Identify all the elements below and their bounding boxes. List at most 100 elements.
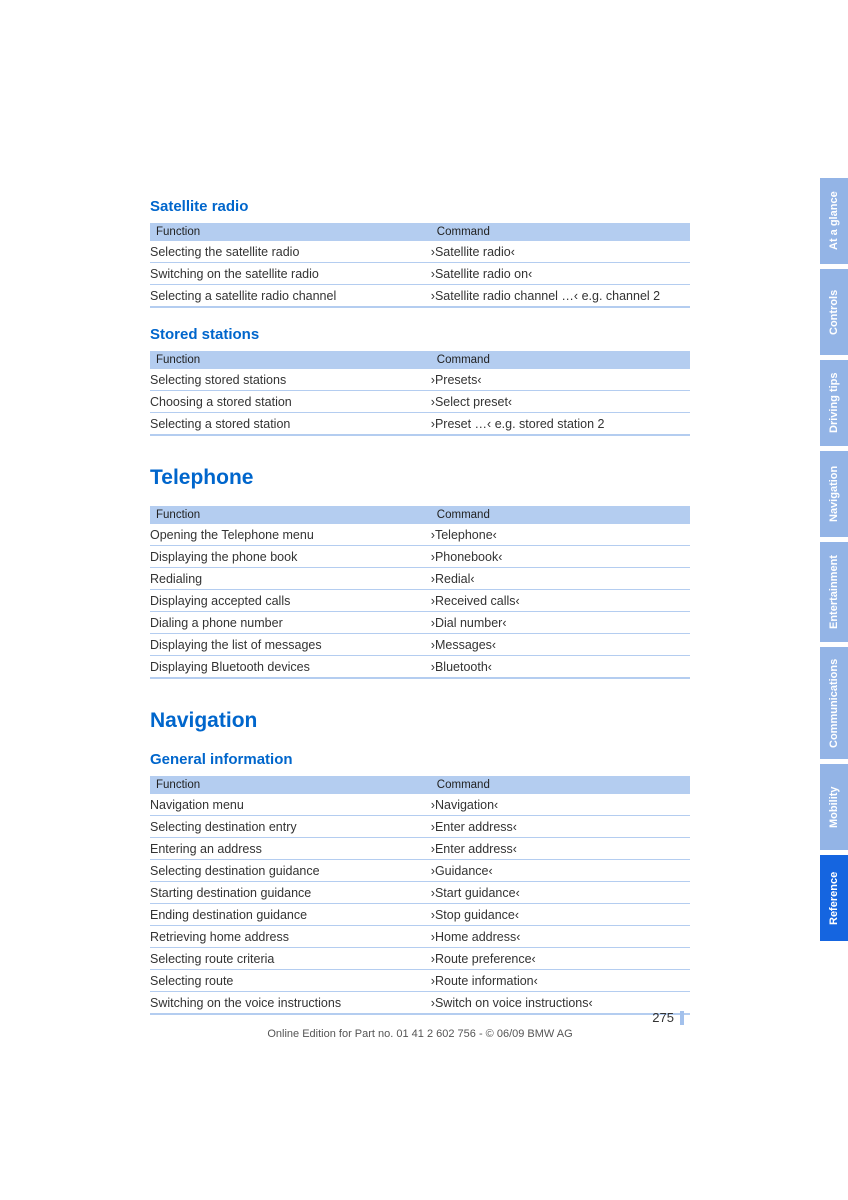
table-row: Selecting route›Route information‹ [150, 970, 690, 992]
table-row: Retrieving home address›Home address‹ [150, 926, 690, 948]
table-header-row: FunctionCommand [150, 506, 690, 524]
cell-command: ›Presets‹ [431, 369, 690, 391]
cell-command: ›Navigation‹ [431, 794, 690, 816]
side-tab-reference[interactable]: Reference [820, 855, 848, 941]
footer-text: Online Edition for Part no. 01 41 2 602 … [150, 1028, 690, 1040]
cell-function: Entering an address [150, 838, 431, 860]
command-table: FunctionCommandNavigation menu›Navigatio… [150, 776, 690, 1015]
table-row: Switching on the satellite radio›Satelli… [150, 263, 690, 285]
cell-command: ›Route information‹ [431, 970, 690, 992]
side-tab-entertainment[interactable]: Entertainment [820, 542, 848, 642]
table-row: Displaying accepted calls›Received calls… [150, 590, 690, 612]
table-row: Selecting destination guidance›Guidance‹ [150, 860, 690, 882]
command-table: FunctionCommandOpening the Telephone men… [150, 506, 690, 679]
cell-command: ›Phonebook‹ [431, 546, 690, 568]
cell-command: ›Bluetooth‹ [431, 656, 690, 679]
side-tab-at-a-glance[interactable]: At a glance [820, 178, 848, 264]
cell-command: ›Dial number‹ [431, 612, 690, 634]
column-header-command: Command [431, 776, 690, 794]
cell-function: Selecting route criteria [150, 948, 431, 970]
table-header-row: FunctionCommand [150, 351, 690, 369]
cell-command: ›Start guidance‹ [431, 882, 690, 904]
column-header-function: Function [150, 351, 431, 369]
command-table: FunctionCommandSelecting stored stations… [150, 351, 690, 436]
table-row: Displaying Bluetooth devices›Bluetooth‹ [150, 656, 690, 679]
cell-function: Selecting destination entry [150, 816, 431, 838]
table-row: Opening the Telephone menu›Telephone‹ [150, 524, 690, 546]
cell-function: Selecting stored stations [150, 369, 431, 391]
cell-function: Selecting route [150, 970, 431, 992]
cell-command: ›Guidance‹ [431, 860, 690, 882]
command-table: FunctionCommandSelecting the satellite r… [150, 223, 690, 308]
cell-function: Ending destination guidance [150, 904, 431, 926]
side-tab-controls[interactable]: Controls [820, 269, 848, 355]
page-number-line: 275 [150, 1010, 690, 1026]
table-row: Choosing a stored station›Select preset‹ [150, 391, 690, 413]
table-row: Selecting a stored station›Preset …‹ e.g… [150, 413, 690, 436]
table-row: Selecting route criteria›Route preferenc… [150, 948, 690, 970]
side-tab-driving-tips[interactable]: Driving tips [820, 360, 848, 446]
cell-command: ›Preset …‹ e.g. stored station 2 [431, 413, 690, 436]
cell-command: ›Messages‹ [431, 634, 690, 656]
table-row: Starting destination guidance›Start guid… [150, 882, 690, 904]
table-row: Navigation menu›Navigation‹ [150, 794, 690, 816]
column-header-function: Function [150, 223, 431, 241]
cell-function: Switching on the satellite radio [150, 263, 431, 285]
cell-function: Displaying Bluetooth devices [150, 656, 431, 679]
cell-function: Starting destination guidance [150, 882, 431, 904]
table-row: Selecting a satellite radio channel›Sate… [150, 285, 690, 308]
table-row: Ending destination guidance›Stop guidanc… [150, 904, 690, 926]
column-header-command: Command [431, 351, 690, 369]
main-heading: Navigation [150, 709, 673, 733]
column-header-command: Command [431, 223, 690, 241]
table-header-row: FunctionCommand [150, 223, 690, 241]
table-row: Selecting destination entry›Enter addres… [150, 816, 690, 838]
section-heading: Satellite radio [150, 198, 673, 215]
table-header-row: FunctionCommand [150, 776, 690, 794]
cell-command: ›Route preference‹ [431, 948, 690, 970]
side-tab-communications[interactable]: Communications [820, 647, 848, 759]
page-number-marker [680, 1011, 684, 1025]
column-header-command: Command [431, 506, 690, 524]
table-row: Displaying the list of messages›Messages… [150, 634, 690, 656]
main-heading: Telephone [150, 466, 673, 490]
side-tabs: At a glance Controls Driving tips Navigatio… [820, 178, 848, 946]
table-row: Selecting the satellite radio›Satellite … [150, 241, 690, 263]
cell-command: ›Satellite radio on‹ [431, 263, 690, 285]
cell-command: ›Telephone‹ [431, 524, 690, 546]
cell-function: Choosing a stored station [150, 391, 431, 413]
cell-function: Navigation menu [150, 794, 431, 816]
cell-function: Retrieving home address [150, 926, 431, 948]
cell-function: Displaying accepted calls [150, 590, 431, 612]
cell-function: Redialing [150, 568, 431, 590]
cell-command: ›Enter address‹ [431, 838, 690, 860]
column-header-function: Function [150, 506, 431, 524]
cell-command: ›Stop guidance‹ [431, 904, 690, 926]
side-tab-mobility[interactable]: Mobility [820, 764, 848, 850]
section-heading: General information [150, 751, 673, 768]
cell-function: Displaying the phone book [150, 546, 431, 568]
page-footer: 275 Online Edition for Part no. 01 41 2 … [150, 1010, 690, 1040]
cell-command: ›Received calls‹ [431, 590, 690, 612]
table-row: Displaying the phone book›Phonebook‹ [150, 546, 690, 568]
cell-command: ›Enter address‹ [431, 816, 690, 838]
cell-function: Dialing a phone number [150, 612, 431, 634]
column-header-function: Function [150, 776, 431, 794]
table-row: Selecting stored stations›Presets‹ [150, 369, 690, 391]
cell-command: ›Home address‹ [431, 926, 690, 948]
page-number: 275 [652, 1010, 674, 1025]
side-tab-navigation[interactable]: Navigation [820, 451, 848, 537]
cell-function: Selecting destination guidance [150, 860, 431, 882]
table-row: Redialing›Redial‹ [150, 568, 690, 590]
cell-function: Opening the Telephone menu [150, 524, 431, 546]
table-row: Entering an address›Enter address‹ [150, 838, 690, 860]
cell-command: ›Select preset‹ [431, 391, 690, 413]
cell-command: ›Satellite radio channel …‹ e.g. channel… [431, 285, 690, 308]
cell-function: Selecting a stored station [150, 413, 431, 436]
cell-function: Selecting a satellite radio channel [150, 285, 431, 308]
cell-command: ›Satellite radio‹ [431, 241, 690, 263]
table-row: Dialing a phone number›Dial number‹ [150, 612, 690, 634]
section-heading: Stored stations [150, 326, 673, 343]
cell-function: Displaying the list of messages [150, 634, 431, 656]
cell-command: ›Redial‹ [431, 568, 690, 590]
